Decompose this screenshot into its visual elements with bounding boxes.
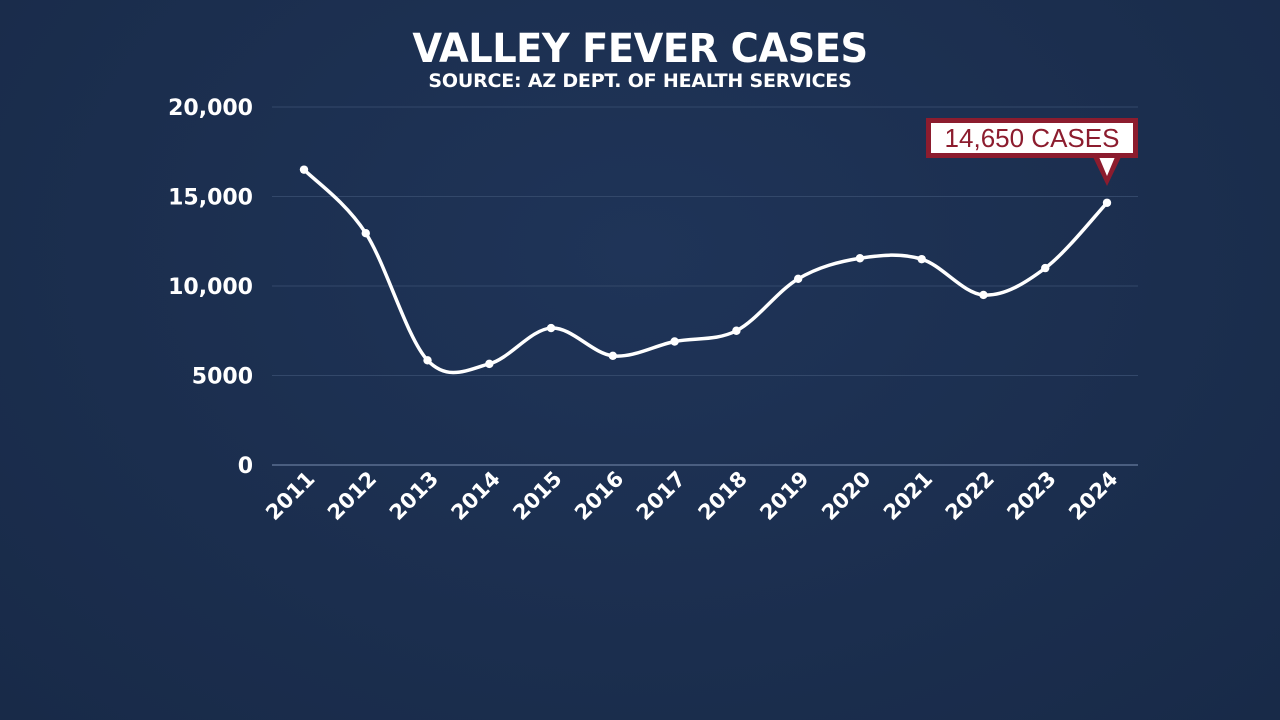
y-tick-label: 5000 (192, 365, 253, 390)
data-point (423, 356, 432, 365)
data-point (546, 323, 556, 333)
x-tick-label: 2011 (261, 467, 319, 525)
series-line (302, 167, 1109, 375)
chart-title: VALLEY FEVER CASES (412, 26, 868, 72)
x-tick-label: 2018 (694, 467, 752, 525)
annotation-pointer-layer (1093, 157, 1121, 186)
x-tick-label: 2020 (817, 467, 875, 525)
annotation-callout: 14,650 CASES (926, 118, 1138, 158)
gridlines (272, 106, 1138, 466)
data-point (1041, 263, 1050, 273)
x-tick-label: 2023 (1002, 467, 1060, 525)
series-points (299, 165, 1112, 369)
annotation-pointer-fill (1099, 157, 1115, 176)
x-tick-label: 2014 (447, 467, 505, 525)
y-tick-label: 0 (238, 454, 253, 479)
x-tick-label: 2021 (879, 467, 937, 525)
x-tick-label: 2016 (570, 467, 628, 525)
data-point (979, 290, 988, 300)
data-point (670, 337, 679, 346)
data-point (917, 254, 926, 264)
y-axis-ticks: 0 5000 10,000 15,000 20,000 (168, 96, 253, 479)
y-tick-label: 20,000 (168, 96, 253, 121)
y-tick-label: 15,000 (168, 186, 253, 211)
data-point (299, 165, 309, 174)
x-tick-label: 2013 (385, 467, 443, 525)
y-tick-label: 10,000 (168, 275, 253, 300)
x-axis-ticks: 2011 2012 2013 2014 2015 2016 2017 2018 2019 2020… (261, 467, 1122, 525)
data-point (361, 228, 370, 238)
data-point (793, 274, 803, 284)
x-tick-label: 2019 (755, 467, 813, 525)
x-tick-label: 2022 (941, 467, 999, 525)
data-point (608, 351, 618, 361)
x-tick-label: 2017 (632, 467, 690, 525)
x-tick-label: 2024 (1064, 467, 1122, 525)
data-point (485, 359, 494, 369)
chart-subtitle: SOURCE: AZ DEPT. OF HEALTH SERVICES (428, 70, 852, 92)
x-tick-label: 2015 (508, 467, 566, 525)
data-point (855, 254, 865, 263)
x-tick-label: 2012 (323, 467, 381, 525)
annotation-label: 14,650 CASES (931, 123, 1133, 153)
data-point (732, 326, 741, 335)
series-line-layer (302, 167, 1109, 375)
data-point (1102, 198, 1112, 207)
